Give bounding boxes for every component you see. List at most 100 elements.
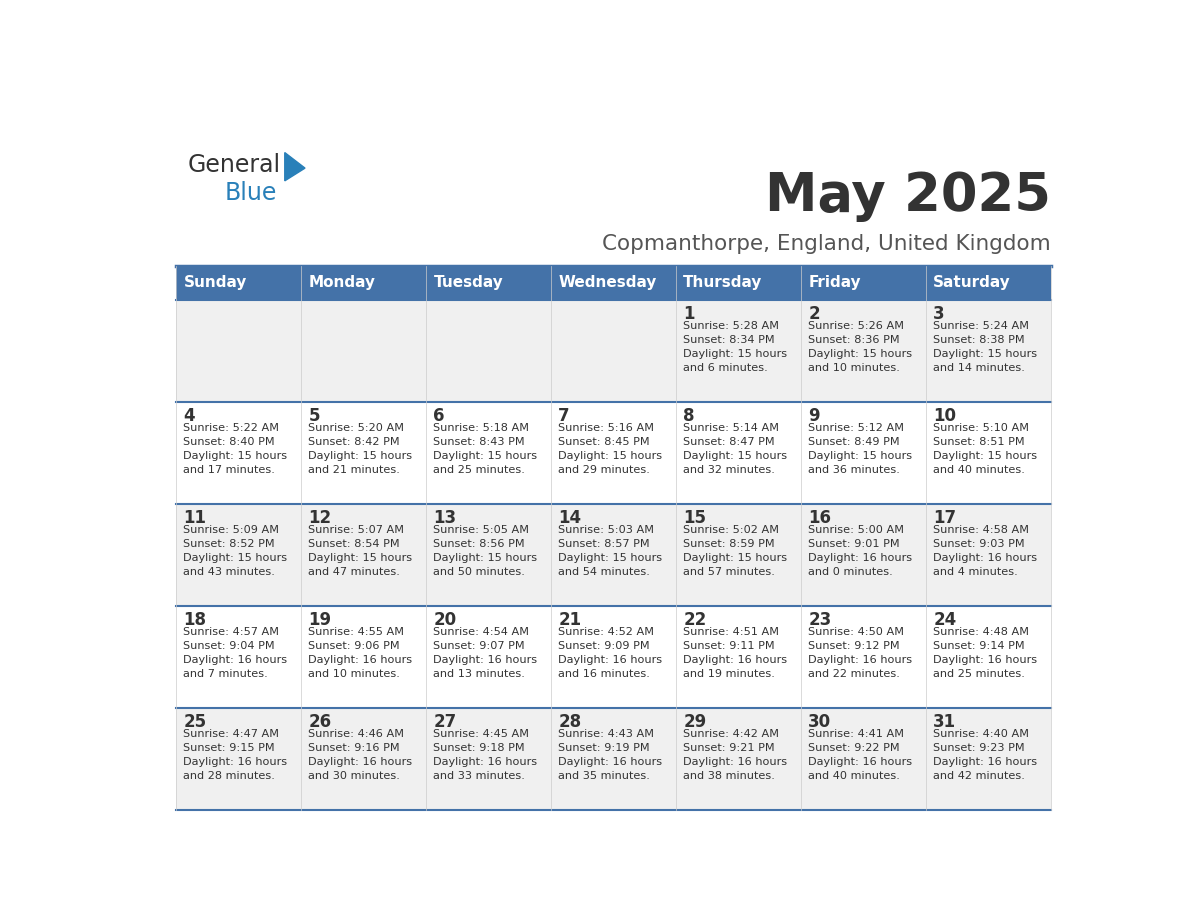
Text: 6: 6 [434,407,444,425]
Text: Daylight: 16 hours: Daylight: 16 hours [558,655,663,666]
Text: Sunrise: 4:43 AM: Sunrise: 4:43 AM [558,729,655,739]
Text: Sunrise: 4:47 AM: Sunrise: 4:47 AM [183,729,279,739]
Bar [176,402,301,504]
Text: and 40 minutes.: and 40 minutes. [808,771,901,781]
Text: and 25 minutes.: and 25 minutes. [434,465,525,476]
Text: Daylight: 16 hours: Daylight: 16 hours [309,757,412,767]
Text: Sunset: 8:47 PM: Sunset: 8:47 PM [683,437,775,447]
Text: Sunset: 9:11 PM: Sunset: 9:11 PM [683,641,775,651]
Text: Sunset: 9:07 PM: Sunset: 9:07 PM [434,641,525,651]
Text: Tuesday: Tuesday [434,275,504,290]
Text: 14: 14 [558,509,581,527]
Text: Sunset: 8:40 PM: Sunset: 8:40 PM [183,437,276,447]
Text: Sunset: 9:01 PM: Sunset: 9:01 PM [808,539,899,549]
Polygon shape [285,152,305,181]
Text: Daylight: 16 hours: Daylight: 16 hours [434,655,537,666]
Text: Sunrise: 4:58 AM: Sunrise: 4:58 AM [934,525,1029,535]
Text: 8: 8 [683,407,695,425]
Text: 13: 13 [434,509,456,527]
Text: Sunset: 9:14 PM: Sunset: 9:14 PM [934,641,1025,651]
Text: Sunset: 8:49 PM: Sunset: 8:49 PM [808,437,899,447]
Text: Sunrise: 5:26 AM: Sunrise: 5:26 AM [808,320,904,330]
Text: Sunset: 9:06 PM: Sunset: 9:06 PM [309,641,400,651]
Text: May 2025: May 2025 [765,170,1051,222]
Text: Sunrise: 5:28 AM: Sunrise: 5:28 AM [683,320,779,330]
Text: Sunrise: 4:50 AM: Sunrise: 4:50 AM [808,627,904,637]
Text: 10: 10 [934,407,956,425]
Text: Daylight: 15 hours: Daylight: 15 hours [309,554,412,564]
Text: and 47 minutes.: and 47 minutes. [309,567,400,577]
Text: 18: 18 [183,610,207,629]
Text: Sunset: 8:59 PM: Sunset: 8:59 PM [683,539,775,549]
Text: Blue: Blue [225,181,277,205]
Text: Daylight: 16 hours: Daylight: 16 hours [183,655,287,666]
Text: Sunrise: 4:42 AM: Sunrise: 4:42 AM [683,729,779,739]
Text: Monday: Monday [309,275,375,290]
Bar [801,265,925,299]
Text: Daylight: 16 hours: Daylight: 16 hours [934,757,1037,767]
Text: 19: 19 [309,610,331,629]
Text: 25: 25 [183,713,207,731]
Text: and 30 minutes.: and 30 minutes. [309,771,400,781]
Text: Sunset: 9:09 PM: Sunset: 9:09 PM [558,641,650,651]
Text: Sunrise: 4:52 AM: Sunrise: 4:52 AM [558,627,655,637]
Text: Sunrise: 5:09 AM: Sunrise: 5:09 AM [183,525,279,535]
Text: 15: 15 [683,509,707,527]
Text: and 33 minutes.: and 33 minutes. [434,771,525,781]
Text: Thursday: Thursday [683,275,763,290]
Text: Sunrise: 5:18 AM: Sunrise: 5:18 AM [434,423,530,433]
Bar [925,265,1051,299]
Text: Daylight: 15 hours: Daylight: 15 hours [934,349,1037,359]
Text: 30: 30 [808,713,832,731]
Bar [426,606,551,708]
Text: Sunset: 9:22 PM: Sunset: 9:22 PM [808,744,899,754]
Text: Sunset: 8:52 PM: Sunset: 8:52 PM [183,539,276,549]
Text: Sunset: 8:51 PM: Sunset: 8:51 PM [934,437,1025,447]
Text: Sunrise: 5:10 AM: Sunrise: 5:10 AM [934,423,1029,433]
Text: Daylight: 16 hours: Daylight: 16 hours [808,554,912,564]
Bar [301,606,426,708]
Text: 24: 24 [934,610,956,629]
Text: and 7 minutes.: and 7 minutes. [183,669,268,679]
Text: Daylight: 15 hours: Daylight: 15 hours [309,451,412,461]
Text: Daylight: 15 hours: Daylight: 15 hours [558,451,663,461]
Text: 3: 3 [934,305,944,322]
Text: Sunrise: 4:51 AM: Sunrise: 4:51 AM [683,627,779,637]
Bar [925,299,1051,402]
Text: Sunset: 8:56 PM: Sunset: 8:56 PM [434,539,525,549]
Bar [925,606,1051,708]
Text: and 6 minutes.: and 6 minutes. [683,364,769,374]
Bar [301,402,426,504]
Text: Sunrise: 4:40 AM: Sunrise: 4:40 AM [934,729,1029,739]
Text: Daylight: 15 hours: Daylight: 15 hours [683,554,788,564]
Text: Copmanthorpe, England, United Kingdom: Copmanthorpe, England, United Kingdom [602,234,1051,254]
Text: Sunrise: 5:05 AM: Sunrise: 5:05 AM [434,525,530,535]
Text: and 10 minutes.: and 10 minutes. [309,669,400,679]
Bar [676,402,801,504]
Text: Sunrise: 4:57 AM: Sunrise: 4:57 AM [183,627,279,637]
Text: Daylight: 15 hours: Daylight: 15 hours [183,554,287,564]
Text: Sunrise: 4:54 AM: Sunrise: 4:54 AM [434,627,530,637]
Text: Sunset: 9:04 PM: Sunset: 9:04 PM [183,641,276,651]
Text: Sunset: 8:54 PM: Sunset: 8:54 PM [309,539,400,549]
Text: 5: 5 [309,407,320,425]
Text: 29: 29 [683,713,707,731]
Text: 28: 28 [558,713,581,731]
Text: and 25 minutes.: and 25 minutes. [934,669,1025,679]
Text: Sunrise: 5:02 AM: Sunrise: 5:02 AM [683,525,779,535]
Text: and 54 minutes.: and 54 minutes. [558,567,650,577]
Text: and 22 minutes.: and 22 minutes. [808,669,901,679]
Bar [551,708,676,810]
Text: Sunset: 9:16 PM: Sunset: 9:16 PM [309,744,400,754]
Bar [551,402,676,504]
Text: Daylight: 16 hours: Daylight: 16 hours [934,554,1037,564]
Text: Sunrise: 4:45 AM: Sunrise: 4:45 AM [434,729,530,739]
Text: 7: 7 [558,407,570,425]
Text: Sunrise: 5:12 AM: Sunrise: 5:12 AM [808,423,904,433]
Text: Sunrise: 5:22 AM: Sunrise: 5:22 AM [183,423,279,433]
Text: Daylight: 16 hours: Daylight: 16 hours [309,655,412,666]
Text: 2: 2 [808,305,820,322]
Text: and 0 minutes.: and 0 minutes. [808,567,893,577]
Text: and 40 minutes.: and 40 minutes. [934,465,1025,476]
Text: Daylight: 15 hours: Daylight: 15 hours [934,451,1037,461]
